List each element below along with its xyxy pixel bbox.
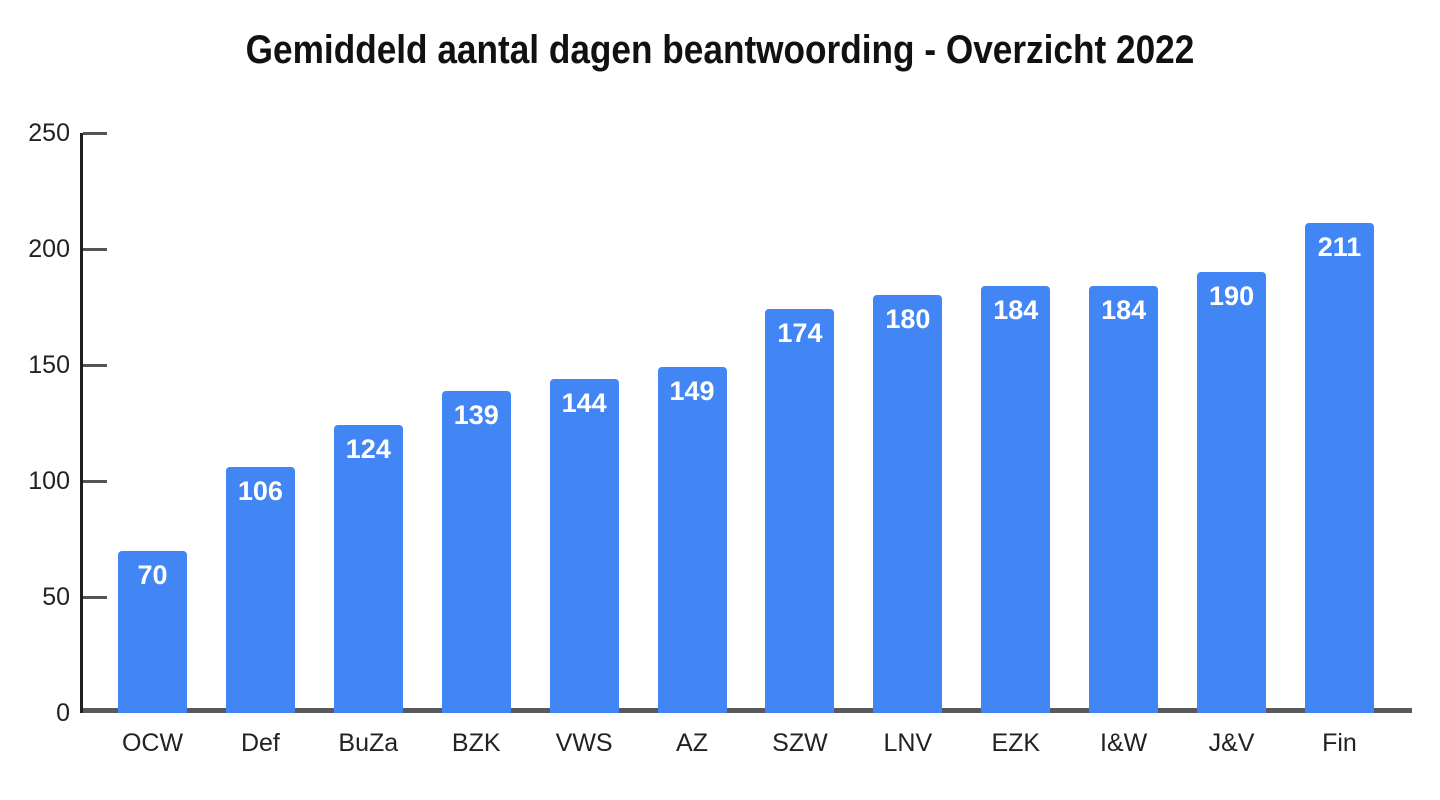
- bar-bzk: 139: [441, 391, 511, 713]
- x-category-label-text: LNV: [883, 729, 933, 757]
- y-tick-mark: [83, 479, 107, 483]
- bar-value-label: 124: [345, 434, 391, 464]
- x-category-label-text: J&V: [1208, 729, 1255, 757]
- y-tick-label: 50: [42, 583, 70, 611]
- plot-area: 0 50 100 150 200 250 70 106 124 139 144 149 174 180 1…: [28, 119, 1412, 757]
- bar-szw: 174: [765, 309, 835, 713]
- x-category-label-text: OCW: [121, 729, 184, 757]
- x-category-label-bzk: BZK: [442, 729, 511, 758]
- x-category-label-fin: Fin: [1305, 729, 1374, 758]
- bar-lnv: 180: [873, 295, 943, 713]
- bar-vws: 144: [549, 379, 619, 713]
- y-tick-mark: [83, 247, 107, 251]
- x-category-label-szw: SZW: [765, 729, 834, 758]
- x-category-label-az: AZ: [658, 729, 727, 758]
- x-category-label-text: AZ: [676, 729, 708, 757]
- y-tick-label: 250: [28, 119, 70, 147]
- x-category-label-text: EZK: [991, 729, 1041, 757]
- x-category-label-buza: BuZa: [334, 729, 403, 758]
- x-axis-labels: OCW Def BuZa BZK VWS AZ SZW LNV EZK I&W J&V Fin: [80, 729, 1412, 758]
- bar-def: 106: [225, 467, 295, 713]
- x-category-label-text: Def: [240, 729, 280, 757]
- bar-value-label: 180: [885, 304, 931, 334]
- bar-ezk: 184: [981, 286, 1051, 713]
- bar-value-label: 211: [1317, 232, 1362, 262]
- bar-value-label: 144: [561, 388, 607, 418]
- bar-value-label: 149: [669, 376, 715, 406]
- y-tick-label: 200: [28, 235, 70, 263]
- bar-value-label: 184: [993, 295, 1039, 325]
- chart-title: Gemiddeld aantal dagen beantwoording - O…: [245, 28, 1195, 72]
- x-category-label-iw: I&W: [1089, 729, 1158, 758]
- y-tick-label: 0: [56, 699, 70, 727]
- x-category-label-vws: VWS: [550, 729, 619, 758]
- x-category-label-text: SZW: [772, 729, 828, 757]
- x-category-label-text: BZK: [451, 729, 501, 757]
- x-category-label-ocw: OCW: [118, 729, 187, 758]
- bars-row: 70 106 124 139 144 149 174 180 184 184 190 211: [80, 133, 1412, 713]
- x-category-label-lnv: LNV: [873, 729, 942, 758]
- x-category-label-text: BuZa: [338, 729, 399, 757]
- bar-fin: 211: [1304, 223, 1374, 713]
- bar-az: 149: [657, 367, 727, 713]
- y-tick-label: 100: [28, 467, 70, 495]
- y-tick-label: 150: [28, 351, 70, 379]
- x-category-label-text: Fin: [1322, 729, 1357, 757]
- bar-value-label: 70: [137, 560, 168, 590]
- x-axis-line: [80, 708, 1412, 713]
- bar-value-label: 106: [237, 476, 283, 506]
- x-category-label-jv: J&V: [1197, 729, 1266, 758]
- x-category-label-ezk: EZK: [981, 729, 1050, 758]
- x-category-label-text: I&W: [1100, 729, 1148, 757]
- x-category-label-text: VWS: [555, 729, 613, 757]
- y-tick-mark: [83, 363, 107, 367]
- y-tick-mark: [83, 595, 107, 599]
- y-axis-line: [80, 133, 83, 713]
- bar-buza: 124: [333, 425, 403, 713]
- y-tick-mark: [83, 131, 107, 135]
- bar-ocw: 70: [118, 551, 187, 713]
- bar-jv: 190: [1197, 272, 1267, 713]
- bar-value-label: 139: [453, 400, 499, 430]
- bar-value-label: 190: [1209, 281, 1255, 311]
- bar-iw: 184: [1089, 286, 1159, 713]
- bar-value-label: 184: [1101, 295, 1147, 325]
- x-category-label-def: Def: [226, 729, 295, 758]
- bar-value-label: 174: [777, 318, 823, 348]
